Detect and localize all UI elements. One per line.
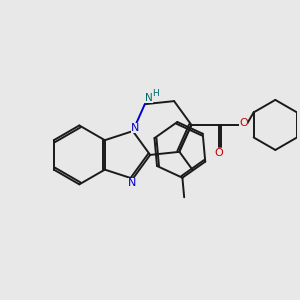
Text: H: H <box>152 89 159 98</box>
Text: O: O <box>239 118 248 128</box>
Text: N: N <box>130 123 139 133</box>
Text: N: N <box>128 178 136 188</box>
Text: O: O <box>214 148 223 158</box>
Text: N: N <box>145 93 153 103</box>
